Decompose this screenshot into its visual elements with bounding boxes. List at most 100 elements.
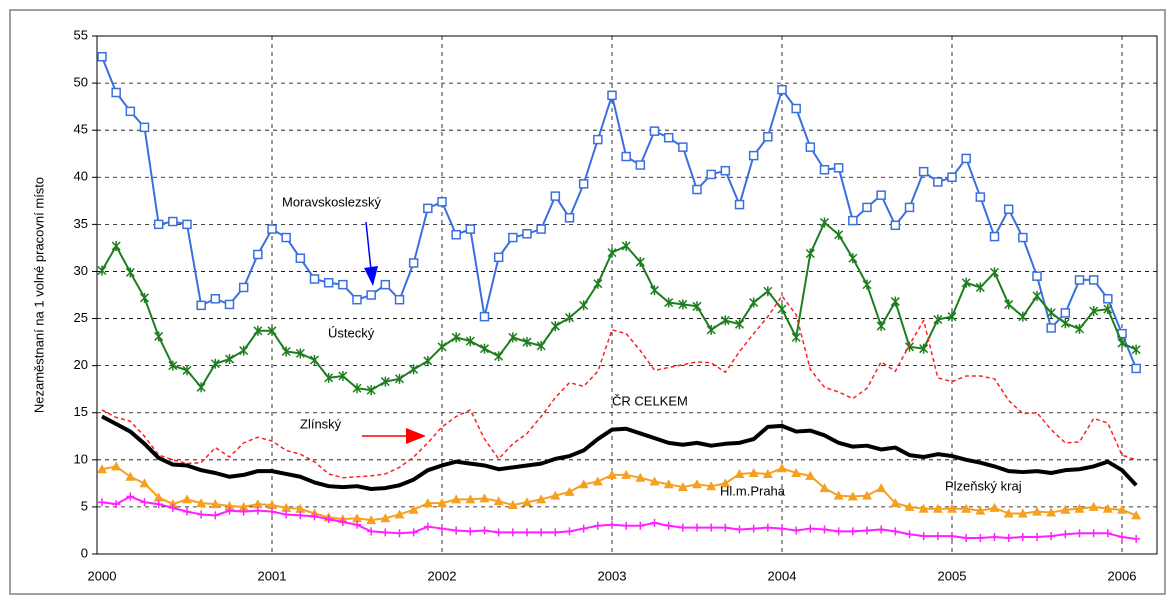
marker (707, 523, 716, 532)
marker (451, 229, 461, 240)
plot-area (96, 35, 1158, 555)
marker (153, 219, 164, 230)
marker (451, 332, 461, 343)
marker (593, 134, 603, 145)
marker (493, 496, 504, 506)
marker (352, 383, 362, 394)
marker (947, 503, 957, 513)
marker (1046, 507, 1057, 517)
marker (622, 521, 631, 530)
marker (863, 526, 871, 535)
marker (1033, 533, 1041, 542)
marker (720, 165, 731, 176)
marker (692, 301, 702, 312)
marker (423, 522, 432, 531)
marker (834, 527, 843, 536)
marker (479, 493, 490, 503)
y-tick-label: 25 (74, 310, 88, 325)
marker (621, 469, 632, 479)
marker (153, 492, 164, 502)
marker (466, 527, 475, 536)
marker (1017, 508, 1028, 518)
marker (693, 523, 701, 532)
marker (877, 525, 886, 534)
marker (380, 513, 391, 523)
marker (833, 490, 844, 500)
marker (664, 297, 674, 308)
marker (876, 483, 887, 493)
marker (1032, 506, 1042, 516)
marker (578, 479, 589, 489)
marker (537, 528, 546, 537)
marker (961, 277, 971, 288)
marker (1061, 530, 1070, 539)
marker (649, 126, 660, 136)
marker (735, 525, 744, 534)
marker (437, 341, 447, 352)
marker (381, 528, 390, 537)
marker (465, 224, 476, 234)
marker (862, 279, 872, 290)
marker (706, 481, 717, 491)
y-tick-label: 10 (74, 451, 88, 466)
marker (252, 499, 263, 509)
marker (876, 190, 886, 200)
marker (778, 524, 786, 533)
marker (763, 286, 773, 297)
marker (564, 312, 575, 323)
series-label: Hl.m.Praha (720, 483, 786, 498)
marker (210, 294, 221, 304)
marker (111, 241, 121, 252)
marker (1074, 275, 1085, 285)
marker (523, 528, 531, 537)
marker (862, 202, 872, 213)
marker (932, 503, 943, 513)
marker (1103, 529, 1112, 538)
marker (97, 51, 107, 62)
marker (239, 345, 249, 356)
marker (706, 324, 716, 335)
marker (592, 476, 603, 486)
marker (422, 498, 433, 508)
marker (1032, 271, 1042, 281)
marker (394, 373, 405, 384)
marker (465, 336, 475, 347)
marker (919, 343, 929, 354)
marker (1088, 275, 1099, 285)
y-tick-label: 20 (74, 357, 88, 372)
series-layer (97, 51, 1142, 543)
marker (479, 311, 490, 322)
marker (706, 169, 716, 180)
marker (748, 468, 759, 478)
marker (211, 511, 220, 520)
marker (777, 304, 787, 315)
marker (890, 296, 900, 307)
marker (833, 163, 844, 173)
x-tick-label: 2000 (88, 568, 117, 583)
marker (847, 491, 858, 501)
marker (238, 282, 249, 293)
series-label: Ústecký (328, 325, 375, 340)
marker (238, 501, 249, 511)
marker (367, 527, 376, 536)
marker (664, 521, 673, 530)
marker (579, 300, 589, 311)
marker (183, 507, 191, 516)
marker (891, 527, 900, 536)
marker (126, 492, 135, 501)
marker (182, 365, 192, 376)
marker (295, 253, 306, 264)
marker (564, 486, 575, 496)
marker (182, 219, 192, 230)
y-tick-label: 55 (74, 27, 88, 42)
marker (663, 132, 674, 143)
marker (225, 506, 234, 515)
marker (1060, 504, 1071, 514)
marker (309, 274, 320, 284)
marker (1075, 529, 1084, 538)
marker (196, 498, 207, 508)
marker (607, 90, 617, 101)
marker (111, 461, 122, 471)
marker (522, 229, 532, 239)
marker (508, 332, 518, 343)
